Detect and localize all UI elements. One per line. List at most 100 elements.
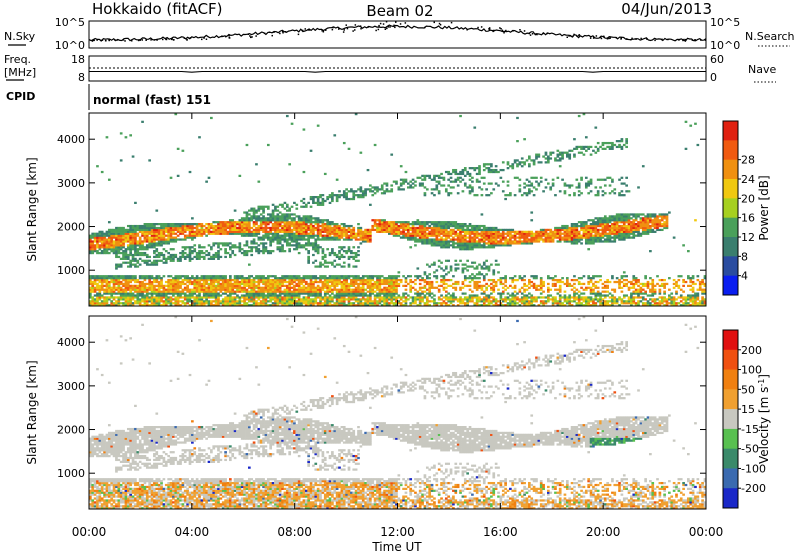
range-gate-cell <box>369 230 372 233</box>
range-gate-cell <box>295 302 299 305</box>
range-gate-cell <box>126 232 130 235</box>
range-gate-cell <box>295 300 299 303</box>
range-gate-cell <box>490 165 493 168</box>
range-gate-cell <box>138 251 142 255</box>
range-gate-cell <box>107 292 111 295</box>
range-gate-cell <box>321 298 325 301</box>
range-gate-cell <box>124 296 128 299</box>
range-gate-cell <box>369 277 372 280</box>
range-gate-cell <box>501 230 505 233</box>
range-gate-cell <box>300 223 303 226</box>
range-gate-cell <box>96 302 99 305</box>
nsearch-point <box>523 30 526 32</box>
nsearch-point <box>519 29 521 31</box>
range-gate-cell <box>103 240 106 243</box>
range-gate-cell <box>245 215 249 218</box>
range-gate-cell <box>509 240 512 243</box>
range-gate-cell <box>245 282 249 286</box>
range-gate-cell <box>485 304 488 307</box>
range-gate-cell <box>425 223 429 226</box>
range-gate-cell <box>110 290 114 293</box>
range-gate-cell <box>297 242 301 245</box>
range-gate-cell <box>107 304 111 307</box>
range-gate-cell <box>212 253 216 257</box>
range-gate-cell <box>326 234 329 237</box>
range-gate-cell <box>345 230 348 233</box>
range-gate-cell <box>93 304 97 307</box>
range-gate-cell <box>340 292 344 295</box>
range-gate-cell <box>418 221 422 224</box>
range-gate-cell <box>411 236 415 239</box>
range-gate-cell <box>255 209 258 212</box>
range-gate-cell <box>274 288 277 291</box>
range-gate-cell <box>143 248 147 251</box>
range-gate-cell <box>269 221 273 224</box>
range-gate-cell <box>390 223 394 226</box>
range-gate-cell <box>437 290 441 293</box>
range-gate-cell <box>397 224 401 228</box>
range-gate-cell <box>167 302 170 305</box>
range-gate-cell <box>188 277 192 280</box>
range-gate-cell <box>300 277 303 280</box>
range-gate-cell <box>134 284 137 287</box>
range-gate-cell <box>141 284 144 287</box>
range-gate-cell <box>506 292 510 295</box>
range-gate-cell <box>214 296 218 299</box>
range-gate-cell <box>288 290 292 293</box>
range-gate-cell <box>302 302 306 305</box>
range-gate-cell <box>262 302 265 305</box>
range-gate-cell <box>369 236 372 239</box>
range-gate-cell <box>174 300 178 303</box>
range-gate-cell <box>361 292 365 295</box>
range-gate-cell <box>217 278 220 282</box>
range-gate-cell <box>354 280 358 284</box>
range-gate-cell <box>176 277 180 280</box>
range-gate-cell <box>418 228 422 232</box>
range-gate-cell <box>364 238 367 241</box>
range-gate-cell <box>383 219 386 222</box>
range-gate-cell <box>397 271 401 274</box>
range-gate-cell <box>252 232 256 235</box>
range-gate-cell <box>352 296 356 299</box>
range-gate-cell <box>217 296 220 299</box>
range-gate-cell <box>331 250 334 253</box>
range-gate-cell <box>283 232 287 235</box>
range-gate-cell <box>416 292 420 295</box>
range-gate-cell <box>145 300 149 303</box>
range-gate-cell <box>371 224 375 228</box>
range-gate-cell <box>214 292 218 295</box>
range-gate-cell <box>433 300 436 303</box>
range-gate-cell <box>217 257 220 260</box>
range-gate-cell <box>145 277 149 280</box>
range-gate-cell <box>126 255 130 259</box>
range-gate-cell <box>243 232 246 235</box>
range-gate-cell <box>319 280 322 284</box>
range-gate-cell <box>295 228 299 232</box>
range-gate-cell <box>314 217 318 220</box>
range-gate-cell <box>321 224 325 228</box>
range-gate-cell <box>153 232 156 235</box>
range-gate-cell <box>257 236 261 239</box>
range-gate-cell <box>331 292 334 295</box>
range-gate-cell <box>392 230 396 233</box>
range-gate-cell <box>456 176 460 179</box>
range-gate-cell <box>357 302 360 305</box>
range-gate-cell <box>295 207 299 210</box>
range-gate-cell <box>338 294 341 297</box>
range-gate-cell <box>297 223 301 226</box>
range-gate-cell <box>307 302 310 305</box>
range-gate-cell <box>214 277 218 280</box>
range-gate-cell <box>136 296 140 299</box>
range-gate-cell <box>255 296 258 299</box>
nsearch-point <box>228 37 230 39</box>
range-gate-cell <box>319 304 322 307</box>
range-gate-cell <box>359 230 363 233</box>
range-gate-cell <box>501 300 505 303</box>
range-gate-cell <box>423 236 427 239</box>
range-gate-cell <box>233 300 237 303</box>
range-gate-cell <box>369 232 372 235</box>
range-gate-cell <box>198 228 201 232</box>
range-gate-cell <box>145 248 149 251</box>
range-gate-cell <box>207 290 211 293</box>
range-gate-cell <box>466 244 469 247</box>
